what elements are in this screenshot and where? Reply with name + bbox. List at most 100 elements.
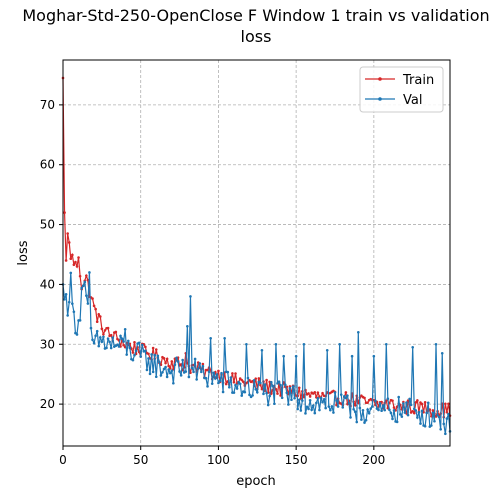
x-tick-label: 0 bbox=[59, 453, 67, 467]
data-point-val bbox=[397, 395, 401, 399]
data-point-val bbox=[414, 409, 418, 412]
data-point-val bbox=[232, 391, 236, 394]
data-point-val bbox=[248, 393, 251, 397]
data-point-val bbox=[108, 340, 111, 344]
data-point-val bbox=[120, 337, 124, 340]
data-point-val bbox=[109, 346, 113, 350]
data-point-val bbox=[299, 409, 303, 412]
data-point-train bbox=[77, 256, 80, 259]
data-point-train bbox=[100, 327, 104, 331]
data-point-val bbox=[436, 413, 439, 417]
data-point-val bbox=[412, 407, 416, 411]
data-point-val bbox=[388, 408, 391, 412]
data-point-val bbox=[246, 376, 250, 380]
data-point-val bbox=[178, 370, 181, 373]
data-point-val bbox=[274, 342, 278, 346]
data-point-val bbox=[66, 314, 69, 317]
data-point-val bbox=[176, 360, 180, 363]
data-point-val bbox=[89, 326, 93, 330]
data-point-val bbox=[319, 396, 323, 400]
data-point-train bbox=[445, 410, 449, 414]
legend-val-marker bbox=[378, 97, 382, 101]
data-point-val bbox=[67, 300, 71, 304]
data-point-val bbox=[164, 365, 167, 369]
data-point-val bbox=[369, 407, 373, 410]
data-point-val bbox=[391, 417, 394, 421]
data-point-train bbox=[103, 329, 107, 332]
data-point-val bbox=[370, 405, 374, 408]
y-tick-label: 60 bbox=[40, 158, 55, 172]
data-point-train bbox=[254, 377, 258, 380]
data-point-val bbox=[186, 325, 189, 328]
data-point-val bbox=[69, 271, 73, 275]
data-point-val bbox=[72, 310, 76, 314]
data-point-val bbox=[386, 397, 390, 401]
data-point-val bbox=[297, 398, 301, 402]
data-point-val bbox=[95, 329, 99, 333]
data-point-train bbox=[392, 406, 396, 409]
data-point-val bbox=[268, 394, 272, 398]
data-point-val bbox=[409, 403, 413, 407]
x-tick-label: 100 bbox=[207, 453, 230, 467]
data-point-val bbox=[266, 403, 270, 407]
data-point-val bbox=[265, 391, 268, 395]
series-train bbox=[61, 76, 452, 419]
data-point-train bbox=[151, 346, 155, 350]
data-point-val bbox=[201, 364, 205, 368]
data-point-val bbox=[122, 340, 125, 343]
data-point-val bbox=[235, 387, 239, 390]
data-point-train bbox=[447, 402, 450, 406]
data-point-val bbox=[161, 371, 164, 374]
data-point-val bbox=[200, 370, 203, 374]
y-tick-label: 50 bbox=[40, 218, 55, 232]
data-point-val bbox=[195, 378, 198, 381]
legend-train-marker bbox=[378, 77, 382, 81]
data-point-val bbox=[131, 358, 135, 362]
data-point-val bbox=[255, 391, 259, 394]
data-point-val bbox=[402, 402, 405, 405]
data-point-train bbox=[72, 263, 76, 266]
series-line-train bbox=[62, 77, 451, 419]
data-point-train bbox=[217, 369, 220, 373]
data-point-val bbox=[214, 377, 217, 380]
data-point-val bbox=[218, 379, 222, 383]
data-point-val bbox=[85, 294, 88, 297]
x-axis-label: epoch bbox=[236, 474, 276, 489]
data-point-val bbox=[398, 413, 402, 416]
data-point-val bbox=[212, 371, 216, 375]
data-point-train bbox=[189, 371, 192, 375]
data-point-val bbox=[88, 271, 91, 274]
data-point-val bbox=[175, 356, 178, 360]
data-point-train bbox=[95, 320, 99, 324]
data-point-train bbox=[411, 409, 415, 413]
data-point-val bbox=[445, 417, 449, 420]
data-point-val bbox=[366, 408, 369, 411]
data-point-val bbox=[400, 415, 404, 418]
data-point-val bbox=[444, 432, 447, 436]
data-point-train bbox=[71, 253, 74, 257]
data-point-val bbox=[313, 411, 317, 415]
data-point-val bbox=[291, 385, 295, 388]
data-point-val bbox=[367, 411, 371, 415]
data-point-val bbox=[173, 363, 177, 367]
data-point-val bbox=[301, 399, 304, 402]
data-point-val bbox=[335, 399, 338, 402]
data-point-val bbox=[341, 406, 345, 409]
data-point-train bbox=[201, 362, 205, 366]
data-point-val bbox=[329, 408, 332, 412]
data-point-val bbox=[111, 336, 115, 339]
data-point-train bbox=[308, 395, 312, 398]
data-point-val bbox=[128, 346, 132, 350]
data-point-train bbox=[165, 357, 169, 361]
data-point-val bbox=[384, 342, 388, 346]
data-point-val bbox=[360, 418, 363, 421]
data-point-val bbox=[380, 409, 383, 413]
data-point-val bbox=[64, 292, 68, 296]
data-point-val bbox=[226, 370, 230, 374]
data-point-val bbox=[332, 411, 335, 414]
data-point-train bbox=[69, 257, 73, 261]
data-point-val bbox=[133, 353, 136, 357]
data-point-val bbox=[204, 376, 208, 380]
data-point-val bbox=[431, 411, 435, 415]
